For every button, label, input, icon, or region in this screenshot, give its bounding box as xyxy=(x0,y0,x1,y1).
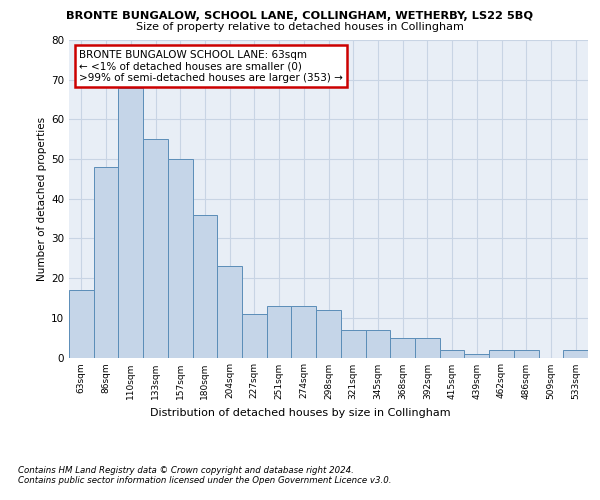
Bar xyxy=(415,338,440,357)
Bar xyxy=(390,338,415,357)
Text: BRONTE BUNGALOW, SCHOOL LANE, COLLINGHAM, WETHERBY, LS22 5BQ: BRONTE BUNGALOW, SCHOOL LANE, COLLINGHAM… xyxy=(67,11,533,21)
Bar xyxy=(242,314,267,358)
Y-axis label: Number of detached properties: Number of detached properties xyxy=(37,116,47,281)
Bar xyxy=(464,354,489,358)
Bar xyxy=(489,350,514,358)
Text: Contains HM Land Registry data © Crown copyright and database right 2024.: Contains HM Land Registry data © Crown c… xyxy=(18,466,354,475)
Bar xyxy=(193,214,217,358)
Bar xyxy=(267,306,292,358)
Bar xyxy=(292,306,316,358)
Text: Distribution of detached houses by size in Collingham: Distribution of detached houses by size … xyxy=(149,408,451,418)
Text: Size of property relative to detached houses in Collingham: Size of property relative to detached ho… xyxy=(136,22,464,32)
Bar xyxy=(69,290,94,358)
Bar xyxy=(365,330,390,357)
Bar xyxy=(440,350,464,358)
Bar xyxy=(118,88,143,358)
Text: BRONTE BUNGALOW SCHOOL LANE: 63sqm
← <1% of detached houses are smaller (0)
>99%: BRONTE BUNGALOW SCHOOL LANE: 63sqm ← <1%… xyxy=(79,50,343,82)
Bar xyxy=(94,167,118,358)
Text: Contains public sector information licensed under the Open Government Licence v3: Contains public sector information licen… xyxy=(18,476,392,485)
Bar xyxy=(217,266,242,358)
Bar xyxy=(168,159,193,358)
Bar xyxy=(143,139,168,358)
Bar xyxy=(563,350,588,358)
Bar xyxy=(316,310,341,358)
Bar xyxy=(341,330,365,357)
Bar xyxy=(514,350,539,358)
